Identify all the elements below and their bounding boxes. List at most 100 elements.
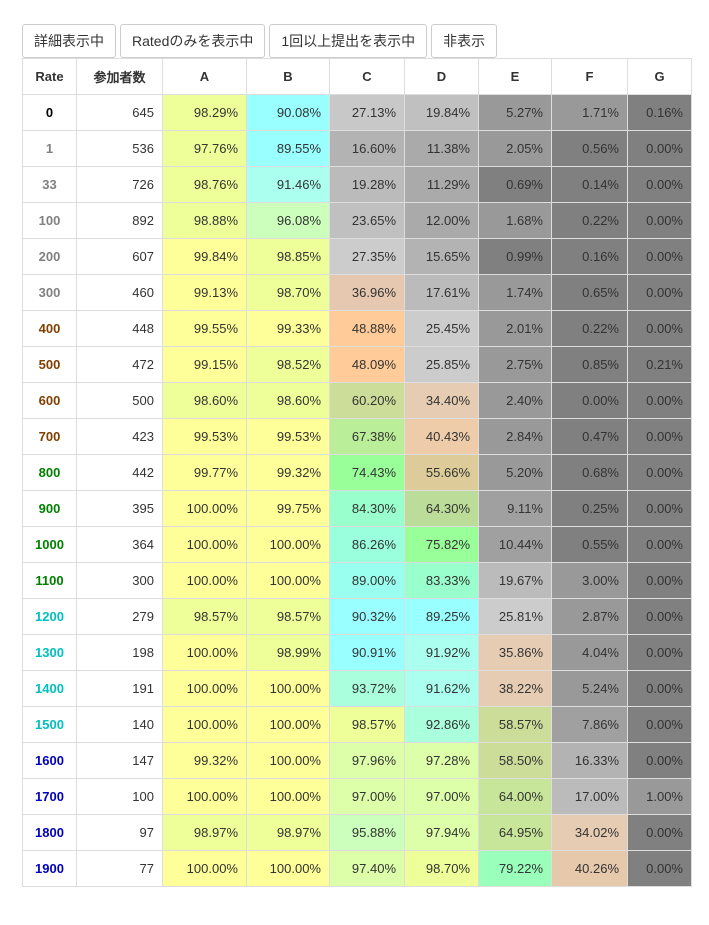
problem-c-rate-cell: 74.43% — [329, 454, 405, 491]
problem-g-rate-cell: 1.00% — [627, 778, 692, 815]
problem-a-rate-cell: 99.53% — [162, 418, 247, 455]
rate-cell: 1600 — [22, 742, 77, 779]
problem-c-rate-cell: 93.72% — [329, 670, 405, 707]
problem-d-rate-cell: 17.61% — [404, 274, 479, 311]
table-row: 1100 300 100.00% 100.00% 89.00% 83.33% 19.67% 3… — [22, 562, 692, 599]
problem-d-rate-cell: 55.66% — [404, 454, 479, 491]
problem-b-rate-cell: 100.00% — [246, 526, 330, 563]
problem-a-rate-cell: 97.76% — [162, 130, 247, 167]
problem-d-rate-cell: 19.84% — [404, 94, 479, 131]
problem-e-rate-cell: 10.44% — [478, 526, 552, 563]
problem-f-rate-cell: 5.24% — [551, 670, 628, 707]
submitted-only-button[interactable]: 1回以上提出を表示中 — [269, 24, 428, 58]
problem-e-rate-cell: 2.40% — [478, 382, 552, 419]
table-row: 300 460 99.13% 98.70% 36.96% 17.61% 1.74% 0.65%… — [22, 274, 692, 311]
participants-cell: 77 — [76, 850, 163, 887]
problem-a-rate-cell: 98.97% — [162, 814, 247, 851]
problem-g-rate-cell: 0.00% — [627, 418, 692, 455]
problem-d-rate-cell: 97.94% — [404, 814, 479, 851]
problem-f-rate-cell: 0.47% — [551, 418, 628, 455]
problem-e-rate-cell: 25.81% — [478, 598, 552, 635]
problem-g-rate-cell: 0.00% — [627, 670, 692, 707]
rate-cell: 200 — [22, 238, 77, 275]
rate-cell: 33 — [22, 166, 77, 203]
problem-c-rate-cell: 27.13% — [329, 94, 405, 131]
problem-a-rate-cell: 99.55% — [162, 310, 247, 347]
problem-b-rate-cell: 90.08% — [246, 94, 330, 131]
problem-e-rate-cell: 0.69% — [478, 166, 552, 203]
problem-e-rate-cell: 38.22% — [478, 670, 552, 707]
table-row: 500 472 99.15% 98.52% 48.09% 25.85% 2.75% 0.85%… — [22, 346, 692, 383]
problem-b-rate-cell: 99.75% — [246, 490, 330, 527]
problem-f-rate-cell: 17.00% — [551, 778, 628, 815]
participants-cell: 198 — [76, 634, 163, 671]
problem-c-rate-cell: 86.26% — [329, 526, 405, 563]
problem-c-rate-cell: 89.00% — [329, 562, 405, 599]
problem-a-rate-cell: 100.00% — [162, 670, 247, 707]
problem-e-rate-cell: 1.74% — [478, 274, 552, 311]
problem-g-rate-cell: 0.21% — [627, 346, 692, 383]
header-problem-g: G — [627, 58, 692, 95]
problem-e-rate-cell: 0.99% — [478, 238, 552, 275]
header-rate: Rate — [22, 58, 77, 95]
problem-f-rate-cell: 7.86% — [551, 706, 628, 743]
detail-view-button[interactable]: 詳細表示中 — [22, 24, 116, 58]
hide-button[interactable]: 非表示 — [431, 24, 498, 58]
problem-f-rate-cell: 0.56% — [551, 130, 628, 167]
problem-c-rate-cell: 19.28% — [329, 166, 405, 203]
problem-a-rate-cell: 100.00% — [162, 706, 247, 743]
table-row: 1400 191 100.00% 100.00% 93.72% 91.62% 38.22% 5… — [22, 670, 692, 707]
problem-a-rate-cell: 100.00% — [162, 562, 247, 599]
problem-g-rate-cell: 0.00% — [627, 526, 692, 563]
problem-c-rate-cell: 48.09% — [329, 346, 405, 383]
rate-cell: 1100 — [22, 562, 77, 599]
table-row: 0 645 98.29% 90.08% 27.13% 19.84% 5.27% 1.71% 0.… — [22, 94, 692, 131]
problem-f-rate-cell: 40.26% — [551, 850, 628, 887]
rated-only-button[interactable]: Ratedのみを表示中 — [120, 24, 266, 58]
problem-e-rate-cell: 79.22% — [478, 850, 552, 887]
problem-d-rate-cell: 97.28% — [404, 742, 479, 779]
problem-b-rate-cell: 91.46% — [246, 166, 330, 203]
problem-e-rate-cell: 64.00% — [478, 778, 552, 815]
rate-cell: 1500 — [22, 706, 77, 743]
problem-d-rate-cell: 64.30% — [404, 490, 479, 527]
problem-f-rate-cell: 34.02% — [551, 814, 628, 851]
problem-a-rate-cell: 99.84% — [162, 238, 247, 275]
rate-cell: 900 — [22, 490, 77, 527]
problem-b-rate-cell: 98.60% — [246, 382, 330, 419]
problem-a-rate-cell: 100.00% — [162, 634, 247, 671]
problem-e-rate-cell: 9.11% — [478, 490, 552, 527]
table-body: 0 645 98.29% 90.08% 27.13% 19.84% 5.27% 1.71% 0.… — [22, 94, 692, 887]
problem-c-rate-cell: 84.30% — [329, 490, 405, 527]
problem-c-rate-cell: 67.38% — [329, 418, 405, 455]
problem-b-rate-cell: 98.99% — [246, 634, 330, 671]
problem-f-rate-cell: 0.85% — [551, 346, 628, 383]
problem-f-rate-cell: 2.87% — [551, 598, 628, 635]
header-problem-c: C — [329, 58, 405, 95]
table-row: 1500 140 100.00% 100.00% 98.57% 92.86% 58.57% 7… — [22, 706, 692, 743]
problem-c-rate-cell: 97.40% — [329, 850, 405, 887]
problem-e-rate-cell: 64.95% — [478, 814, 552, 851]
problem-e-rate-cell: 58.50% — [478, 742, 552, 779]
participants-cell: 460 — [76, 274, 163, 311]
table-row: 700 423 99.53% 99.53% 67.38% 40.43% 2.84% 0.47%… — [22, 418, 692, 455]
problem-e-rate-cell: 2.84% — [478, 418, 552, 455]
rate-cell: 1400 — [22, 670, 77, 707]
problem-b-rate-cell: 98.70% — [246, 274, 330, 311]
problem-e-rate-cell: 1.68% — [478, 202, 552, 239]
problem-d-rate-cell: 11.38% — [404, 130, 479, 167]
problem-b-rate-cell: 98.52% — [246, 346, 330, 383]
problem-d-rate-cell: 25.45% — [404, 310, 479, 347]
participants-cell: 423 — [76, 418, 163, 455]
problem-c-rate-cell: 98.57% — [329, 706, 405, 743]
problem-c-rate-cell: 27.35% — [329, 238, 405, 275]
table-row: 1700 100 100.00% 100.00% 97.00% 97.00% 64.00% 1… — [22, 778, 692, 815]
problem-d-rate-cell: 92.86% — [404, 706, 479, 743]
problem-g-rate-cell: 0.00% — [627, 562, 692, 599]
rate-cell: 1200 — [22, 598, 77, 635]
problem-g-rate-cell: 0.00% — [627, 130, 692, 167]
problem-g-rate-cell: 0.00% — [627, 598, 692, 635]
problem-a-rate-cell: 99.13% — [162, 274, 247, 311]
problem-b-rate-cell: 99.32% — [246, 454, 330, 491]
participants-cell: 147 — [76, 742, 163, 779]
